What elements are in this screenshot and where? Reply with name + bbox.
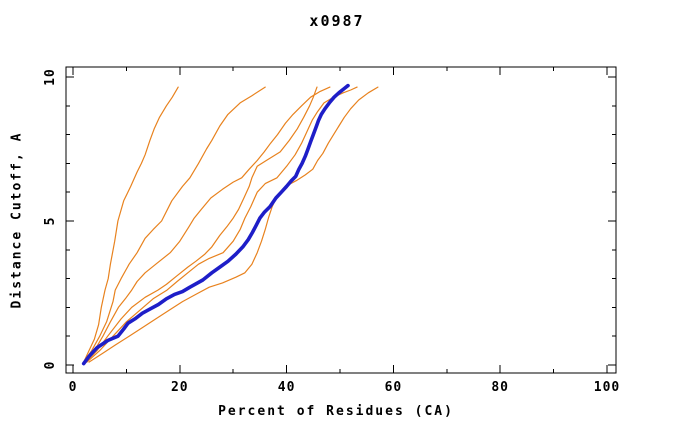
- series-orange-curve-5: [86, 86, 358, 363]
- x-tick-label: 20: [171, 380, 189, 395]
- y-tick-label: 5: [43, 217, 58, 226]
- series-blue-curve: [81, 83, 350, 366]
- plot-frame: [65, 66, 617, 374]
- chart-title: x0987: [309, 12, 365, 30]
- x-tick-label: 60: [385, 380, 403, 395]
- x-axis-label: Percent of Residues (CA): [218, 404, 454, 419]
- series-orange-curve-6: [88, 86, 379, 363]
- x-tick-label: 100: [594, 380, 620, 395]
- series-orange-curve-1: [83, 86, 179, 363]
- series-orange-curve-2: [83, 86, 266, 363]
- series-orange-curve-3: [84, 86, 331, 363]
- series-orange-curve-4: [85, 86, 318, 363]
- y-tick-label: 0: [43, 361, 58, 370]
- x-tick-label: 0: [69, 380, 78, 395]
- x-tick-label: 40: [278, 380, 296, 395]
- y-axis-label: Distance Cutoff, A: [9, 131, 25, 309]
- y-tick-label: 10: [43, 68, 58, 86]
- x-tick-label: 80: [491, 380, 509, 395]
